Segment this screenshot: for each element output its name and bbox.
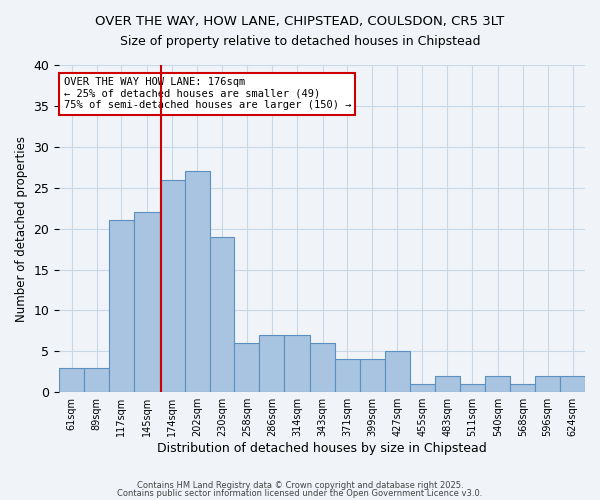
Bar [310, 343, 335, 392]
Text: OVER THE WAY, HOW LANE, CHIPSTEAD, COULSDON, CR5 3LT: OVER THE WAY, HOW LANE, CHIPSTEAD, COULS… [95, 15, 505, 28]
Bar [410, 384, 434, 392]
Bar [485, 376, 510, 392]
Bar [134, 212, 160, 392]
X-axis label: Distribution of detached houses by size in Chipstead: Distribution of detached houses by size … [157, 442, 487, 455]
Y-axis label: Number of detached properties: Number of detached properties [15, 136, 28, 322]
Text: OVER THE WAY HOW LANE: 176sqm
← 25% of detached houses are smaller (49)
75% of s: OVER THE WAY HOW LANE: 176sqm ← 25% of d… [64, 78, 351, 110]
Bar [84, 368, 109, 392]
Bar [259, 335, 284, 392]
Text: Size of property relative to detached houses in Chipstead: Size of property relative to detached ho… [120, 35, 480, 48]
Bar [510, 384, 535, 392]
Bar [59, 368, 84, 392]
Bar [209, 237, 235, 392]
Bar [434, 376, 460, 392]
Bar [160, 180, 185, 392]
Bar [109, 220, 134, 392]
Bar [460, 384, 485, 392]
Bar [560, 376, 585, 392]
Bar [235, 343, 259, 392]
Text: Contains public sector information licensed under the Open Government Licence v3: Contains public sector information licen… [118, 488, 482, 498]
Bar [535, 376, 560, 392]
Bar [335, 360, 360, 392]
Bar [284, 335, 310, 392]
Text: Contains HM Land Registry data © Crown copyright and database right 2025.: Contains HM Land Registry data © Crown c… [137, 481, 463, 490]
Bar [185, 172, 209, 392]
Bar [360, 360, 385, 392]
Bar [385, 352, 410, 392]
